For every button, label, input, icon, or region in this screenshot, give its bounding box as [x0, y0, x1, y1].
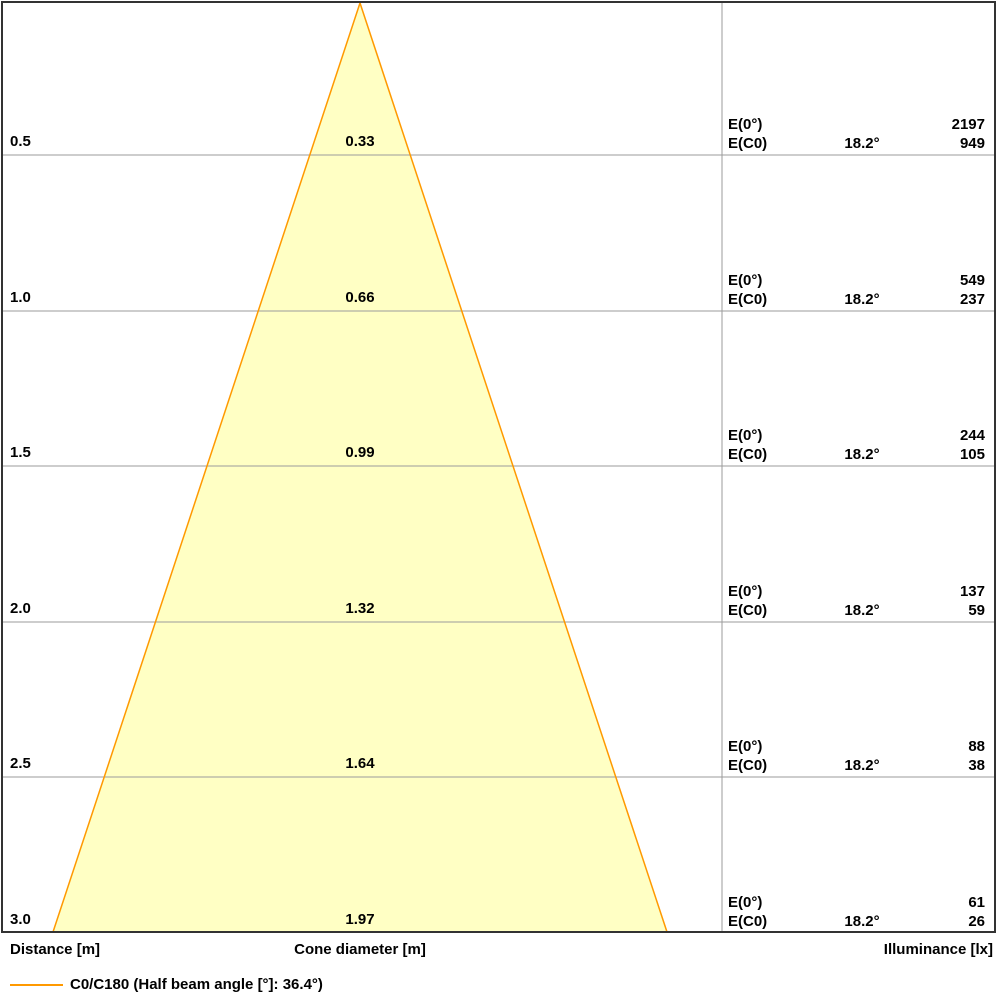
ec0-value: 105 [959, 446, 985, 463]
distance-label: 1.5 [10, 444, 31, 461]
cone-diameter-label: 1.32 [345, 600, 375, 617]
legend-label: C0/C180 (Half beam angle [°]: 36.4°) [70, 976, 323, 993]
ec0-label: E(C0) [728, 446, 768, 463]
e0-label: E(0°) [728, 583, 763, 600]
e0-label: E(0°) [728, 427, 763, 444]
distance-axis-label: Distance [m] [10, 941, 101, 958]
e0-value: 88 [968, 738, 985, 755]
e0-label: E(0°) [728, 272, 763, 289]
e0-value: 61 [968, 894, 985, 911]
ec0-label: E(C0) [728, 291, 768, 308]
ec0-label: E(C0) [728, 913, 768, 930]
cone-diameter-label: 0.99 [345, 444, 375, 461]
distance-label: 2.0 [10, 600, 31, 617]
cone-edge-left-line [52, 2, 361, 933]
distance-label: 0.5 [10, 133, 31, 150]
ec0-label: E(C0) [728, 135, 768, 152]
cone-diameter-label: 0.33 [345, 133, 375, 150]
e0-value: 137 [959, 583, 985, 600]
cone-diameter-label: 1.64 [345, 755, 375, 772]
half-beam-angle-value: 18.2° [844, 135, 880, 152]
e0-label: E(0°) [728, 738, 763, 755]
ec0-label: E(C0) [728, 757, 768, 774]
light-cone-polygon [53, 3, 667, 932]
half-beam-angle-value: 18.2° [844, 446, 880, 463]
legend-line-swatch [10, 984, 63, 986]
ec0-value: 38 [968, 757, 985, 774]
cone-diameter-label: 1.97 [345, 911, 375, 928]
half-beam-angle-value: 18.2° [844, 757, 880, 774]
ec0-value: 59 [968, 602, 985, 619]
half-beam-angle-value: 18.2° [844, 291, 880, 308]
e0-value: 549 [959, 272, 985, 289]
e0-label: E(0°) [728, 894, 763, 911]
cone-diameter-label: 0.66 [345, 289, 375, 306]
half-beam-angle-value: 18.2° [844, 913, 880, 930]
distance-label: 1.0 [10, 289, 31, 306]
e0-value: 244 [959, 427, 985, 444]
chart-border [1, 1, 996, 933]
cone-diameter-axis-label: Cone diameter [m] [294, 941, 426, 958]
half-beam-angle-value: 18.2° [844, 602, 880, 619]
ec0-value: 237 [959, 291, 985, 308]
distance-label: 3.0 [10, 911, 31, 928]
ec0-value: 949 [959, 135, 985, 152]
ec0-label: E(C0) [728, 602, 768, 619]
e0-label: E(0°) [728, 116, 763, 133]
distance-label: 2.5 [10, 755, 31, 772]
e0-value: 2197 [951, 116, 985, 133]
cone-edge-right-line [359, 2, 668, 933]
ec0-value: 26 [968, 913, 985, 930]
illuminance-axis-label: Illuminance [lx] [883, 941, 993, 958]
